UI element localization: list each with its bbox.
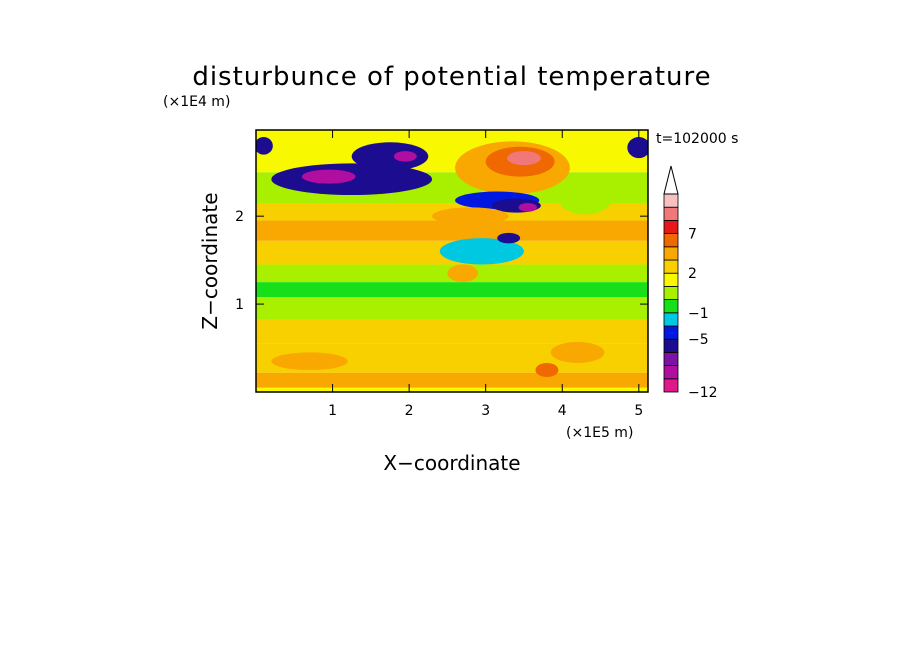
colorbar-label: −1 — [688, 306, 709, 322]
colorbar-swatch — [663, 285, 679, 300]
colorbar-swatch — [663, 338, 679, 353]
colorbar-label: −12 — [688, 385, 718, 401]
contour-region — [256, 137, 273, 155]
contour-region — [432, 207, 509, 225]
colorbar-label: 7 — [688, 227, 697, 243]
chart-title: disturbunce of potential temperature — [192, 62, 711, 92]
x-tick-label: 5 — [634, 403, 643, 419]
contour-region — [535, 362, 559, 378]
contour-band — [256, 387, 648, 392]
y-tick-label: 1 — [235, 297, 244, 313]
colorbar-extension — [663, 165, 679, 195]
colorbar-swatch — [663, 272, 679, 287]
contour-region — [271, 352, 348, 371]
colorbar-swatch — [663, 312, 679, 327]
contour-region — [497, 232, 521, 244]
contour-region — [351, 142, 429, 171]
contour-band — [256, 372, 648, 388]
colorbar-swatch — [663, 299, 679, 314]
contour-region — [447, 264, 479, 283]
colorbar: −12−5−127 — [663, 165, 718, 401]
colorbar-swatch — [663, 365, 679, 380]
colorbar-swatch — [663, 325, 679, 340]
time-label: t=102000 s — [656, 131, 738, 147]
contour-region — [550, 341, 605, 363]
colorbar-swatch — [663, 351, 679, 366]
colorbar-swatch — [663, 378, 679, 393]
contour-region — [558, 182, 613, 215]
plot-area — [255, 129, 649, 393]
colorbar-label: 2 — [688, 266, 697, 282]
colorbar-swatch — [663, 219, 679, 234]
x-axis-title: X−coordinate — [383, 451, 520, 475]
colorbar-swatch — [663, 246, 679, 261]
colorbar-swatch — [663, 259, 679, 274]
contour-band — [256, 282, 648, 298]
contour-region — [518, 202, 537, 212]
colorbar-swatch — [663, 206, 679, 221]
x-tick-label: 3 — [481, 403, 490, 419]
contour-region — [507, 151, 541, 166]
x-tick-label: 1 — [328, 403, 337, 419]
plot-frame — [255, 129, 649, 393]
x-tick-label: 2 — [405, 403, 414, 419]
contour-region — [627, 137, 648, 159]
x-tick-label: 4 — [558, 403, 567, 419]
colorbar-label: −5 — [688, 332, 709, 348]
colorbar-swatch — [663, 233, 679, 248]
contour-region — [439, 238, 524, 265]
contour-region — [301, 169, 356, 184]
contour-band — [256, 220, 648, 241]
y-tick-label: 2 — [235, 209, 244, 225]
contour-band — [256, 297, 648, 320]
x-unit-label: (×1E5 m) — [566, 425, 633, 441]
axes: 1 2 3 4 5 1 2 — [235, 130, 648, 419]
contour-field — [256, 130, 648, 392]
y-axis-title: Z−coordinate — [198, 192, 222, 329]
z-unit-label: (×1E4 m) — [163, 94, 230, 110]
contour-band — [256, 319, 648, 344]
colorbar-swatch — [663, 193, 679, 208]
contour-region — [393, 151, 417, 162]
